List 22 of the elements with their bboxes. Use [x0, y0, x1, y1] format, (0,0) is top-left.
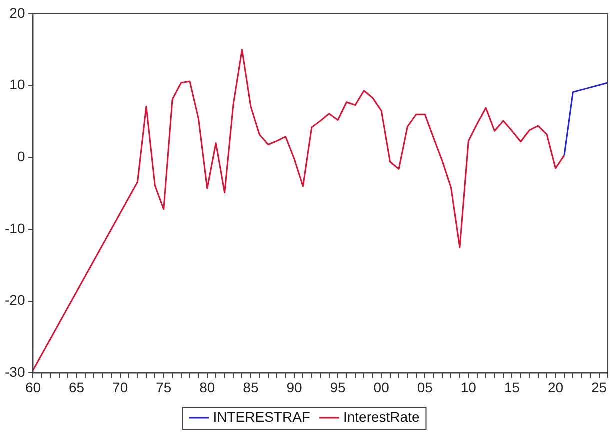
x-tick-label: 25 — [592, 379, 608, 396]
x-tick-label: 05 — [417, 379, 434, 396]
y-tick-label: -10 — [5, 220, 26, 236]
x-tick-label: 80 — [200, 379, 216, 396]
x-tick-label: 15 — [504, 379, 520, 396]
x-tick-label: 90 — [286, 379, 302, 396]
x-tick-label: 10 — [460, 379, 477, 396]
x-tick-label: 95 — [330, 379, 346, 396]
x-tick-label: 85 — [243, 379, 259, 396]
x-tick-label: 65 — [68, 379, 85, 396]
x-tick-label: 75 — [156, 379, 172, 396]
y-tick-label: 10 — [10, 76, 26, 93]
legend-label: InterestRate — [343, 408, 420, 425]
x-tick-label: 60 — [25, 379, 42, 396]
x-tick-label: 00 — [374, 379, 390, 396]
y-tick-label: -30 — [5, 364, 26, 380]
x-tick-label: 70 — [112, 379, 128, 396]
y-tick-label: 20 — [10, 4, 26, 21]
y-tick-label: 0 — [17, 148, 26, 165]
x-tick-label: 20 — [548, 379, 564, 396]
legend-label: INTERESTRAF — [213, 408, 310, 425]
y-tick-label: -20 — [5, 292, 26, 308]
